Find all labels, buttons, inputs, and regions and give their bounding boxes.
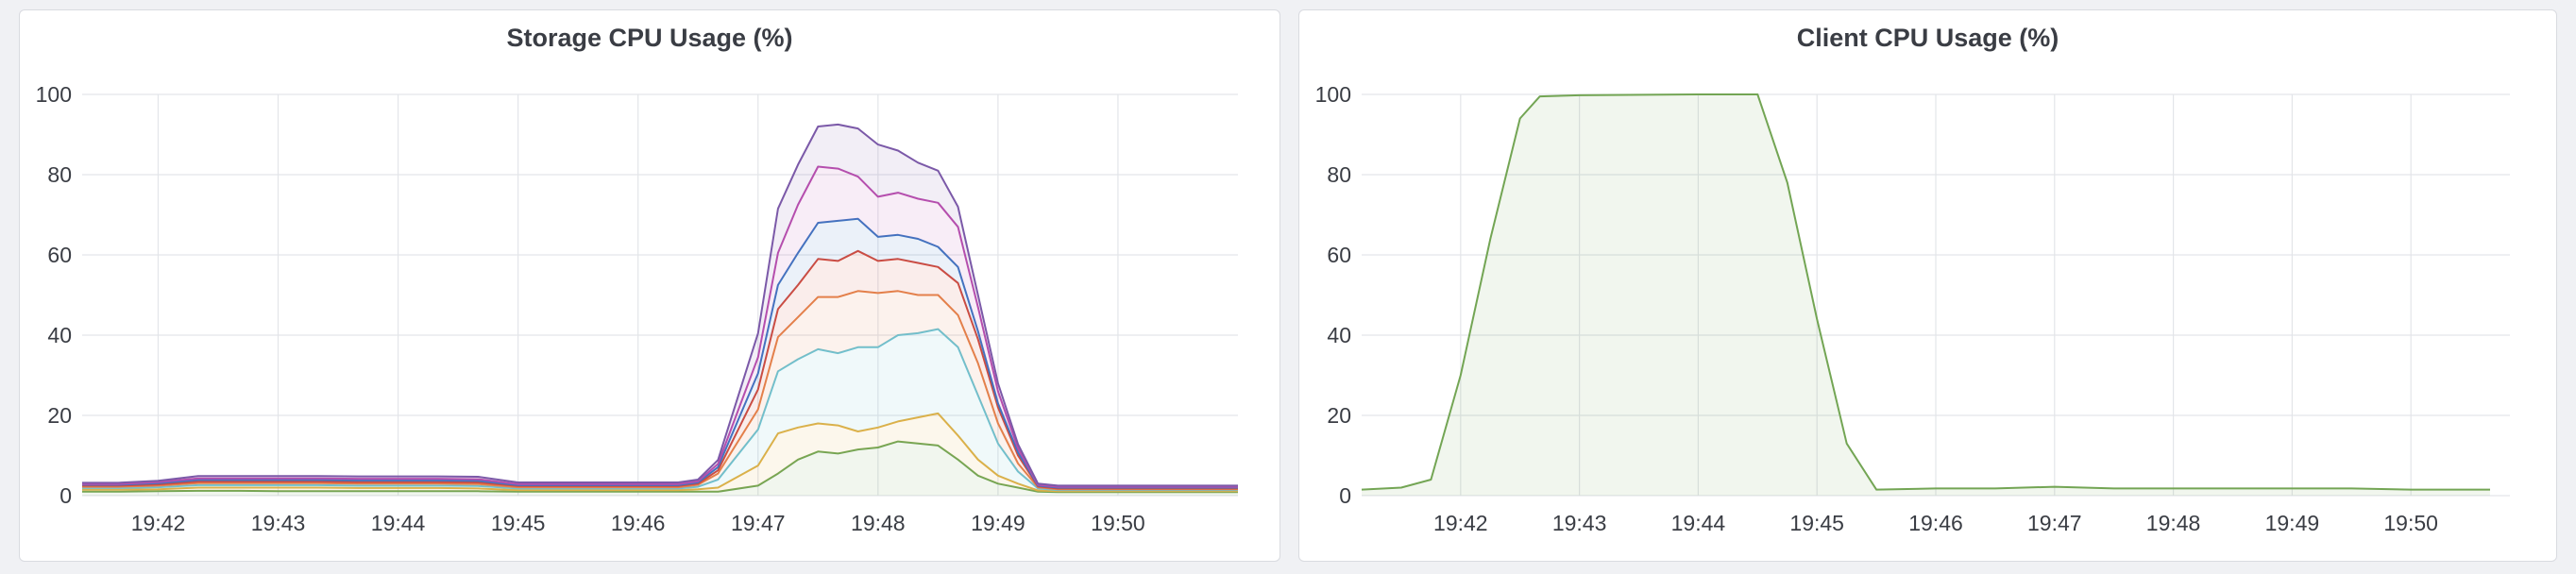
- x-tick-label: 19:48: [2146, 511, 2201, 535]
- series-line-6: [82, 165, 1238, 488]
- y-tick-label: 20: [1327, 403, 1351, 428]
- x-tick-label: 19:46: [611, 511, 666, 535]
- series-area-4: [82, 250, 1238, 490]
- x-tick-label: 19:42: [1433, 511, 1488, 535]
- x-tick-label: 19:44: [371, 511, 426, 535]
- series-area-3: [82, 291, 1238, 491]
- y-tick-label: 20: [47, 403, 72, 428]
- x-tick-label: 19:50: [1091, 511, 1145, 535]
- series-line-3: [82, 290, 1238, 491]
- y-tick-label: 100: [1315, 82, 1351, 107]
- storage-cpu-chart: 0 20 40 60 80 100 19:42 19:43 19:44 19:45 19:46 19:…: [36, 82, 1238, 535]
- x-tick-label: 19:43: [251, 511, 306, 535]
- x-tick-label: 19:47: [731, 511, 786, 535]
- y-tick-label: 0: [1339, 483, 1351, 508]
- series-area-2: [82, 329, 1238, 492]
- series-line-7: [82, 123, 1238, 487]
- series-area-6: [82, 166, 1238, 488]
- x-tick-label: 19:48: [851, 511, 906, 535]
- series-area-1: [82, 413, 1238, 493]
- series-line-0: [82, 440, 1238, 494]
- panel-title: Client CPU Usage (%): [1796, 24, 2059, 52]
- series-line-4: [82, 249, 1238, 490]
- y-tick-label: 60: [47, 243, 72, 267]
- series-area-5: [82, 218, 1238, 489]
- x-tick-label: 19:47: [2027, 511, 2082, 535]
- x-tick-label: 19:49: [971, 511, 1025, 535]
- y-tick-label: 40: [47, 323, 72, 347]
- x-tick-label: 19:49: [2265, 511, 2320, 535]
- x-tick-label: 19:45: [491, 511, 546, 535]
- series-line-2: [82, 328, 1238, 492]
- x-tick-label: 19:42: [131, 511, 186, 535]
- panel-title: Storage CPU Usage (%): [506, 24, 793, 52]
- y-tick-label: 0: [59, 483, 72, 508]
- client-cpu-panel: Client CPU Usage (%) 0 20 40 60 80 100 19:42 19…: [1298, 9, 2557, 562]
- y-tick-label: 40: [1327, 323, 1351, 347]
- series-area-0: [1362, 94, 2490, 496]
- series-area-0: [82, 441, 1238, 496]
- x-tick-label: 19:45: [1789, 511, 1844, 535]
- y-tick-label: 60: [1327, 243, 1351, 267]
- x-tick-label: 19:43: [1552, 511, 1607, 535]
- x-tick-label: 19:44: [1671, 511, 1726, 535]
- series-line-1: [82, 412, 1238, 493]
- y-tick-label: 80: [1327, 162, 1351, 187]
- x-tick-label: 19:50: [2383, 511, 2438, 535]
- y-tick-label: 80: [47, 162, 72, 187]
- client-cpu-chart: 0 20 40 60 80 100 19:42 19:43 19:44 19:45 19:46 19:…: [1315, 82, 2510, 535]
- y-tick-label: 100: [36, 82, 72, 107]
- series-line-0: [1361, 93, 2490, 491]
- series-area-7: [82, 124, 1238, 487]
- storage-cpu-panel: Storage CPU Usage (%) 0 20 40 60 80 100 19:42 1…: [19, 9, 1280, 562]
- series-line-5: [82, 217, 1238, 489]
- x-tick-label: 19:46: [1908, 511, 1963, 535]
